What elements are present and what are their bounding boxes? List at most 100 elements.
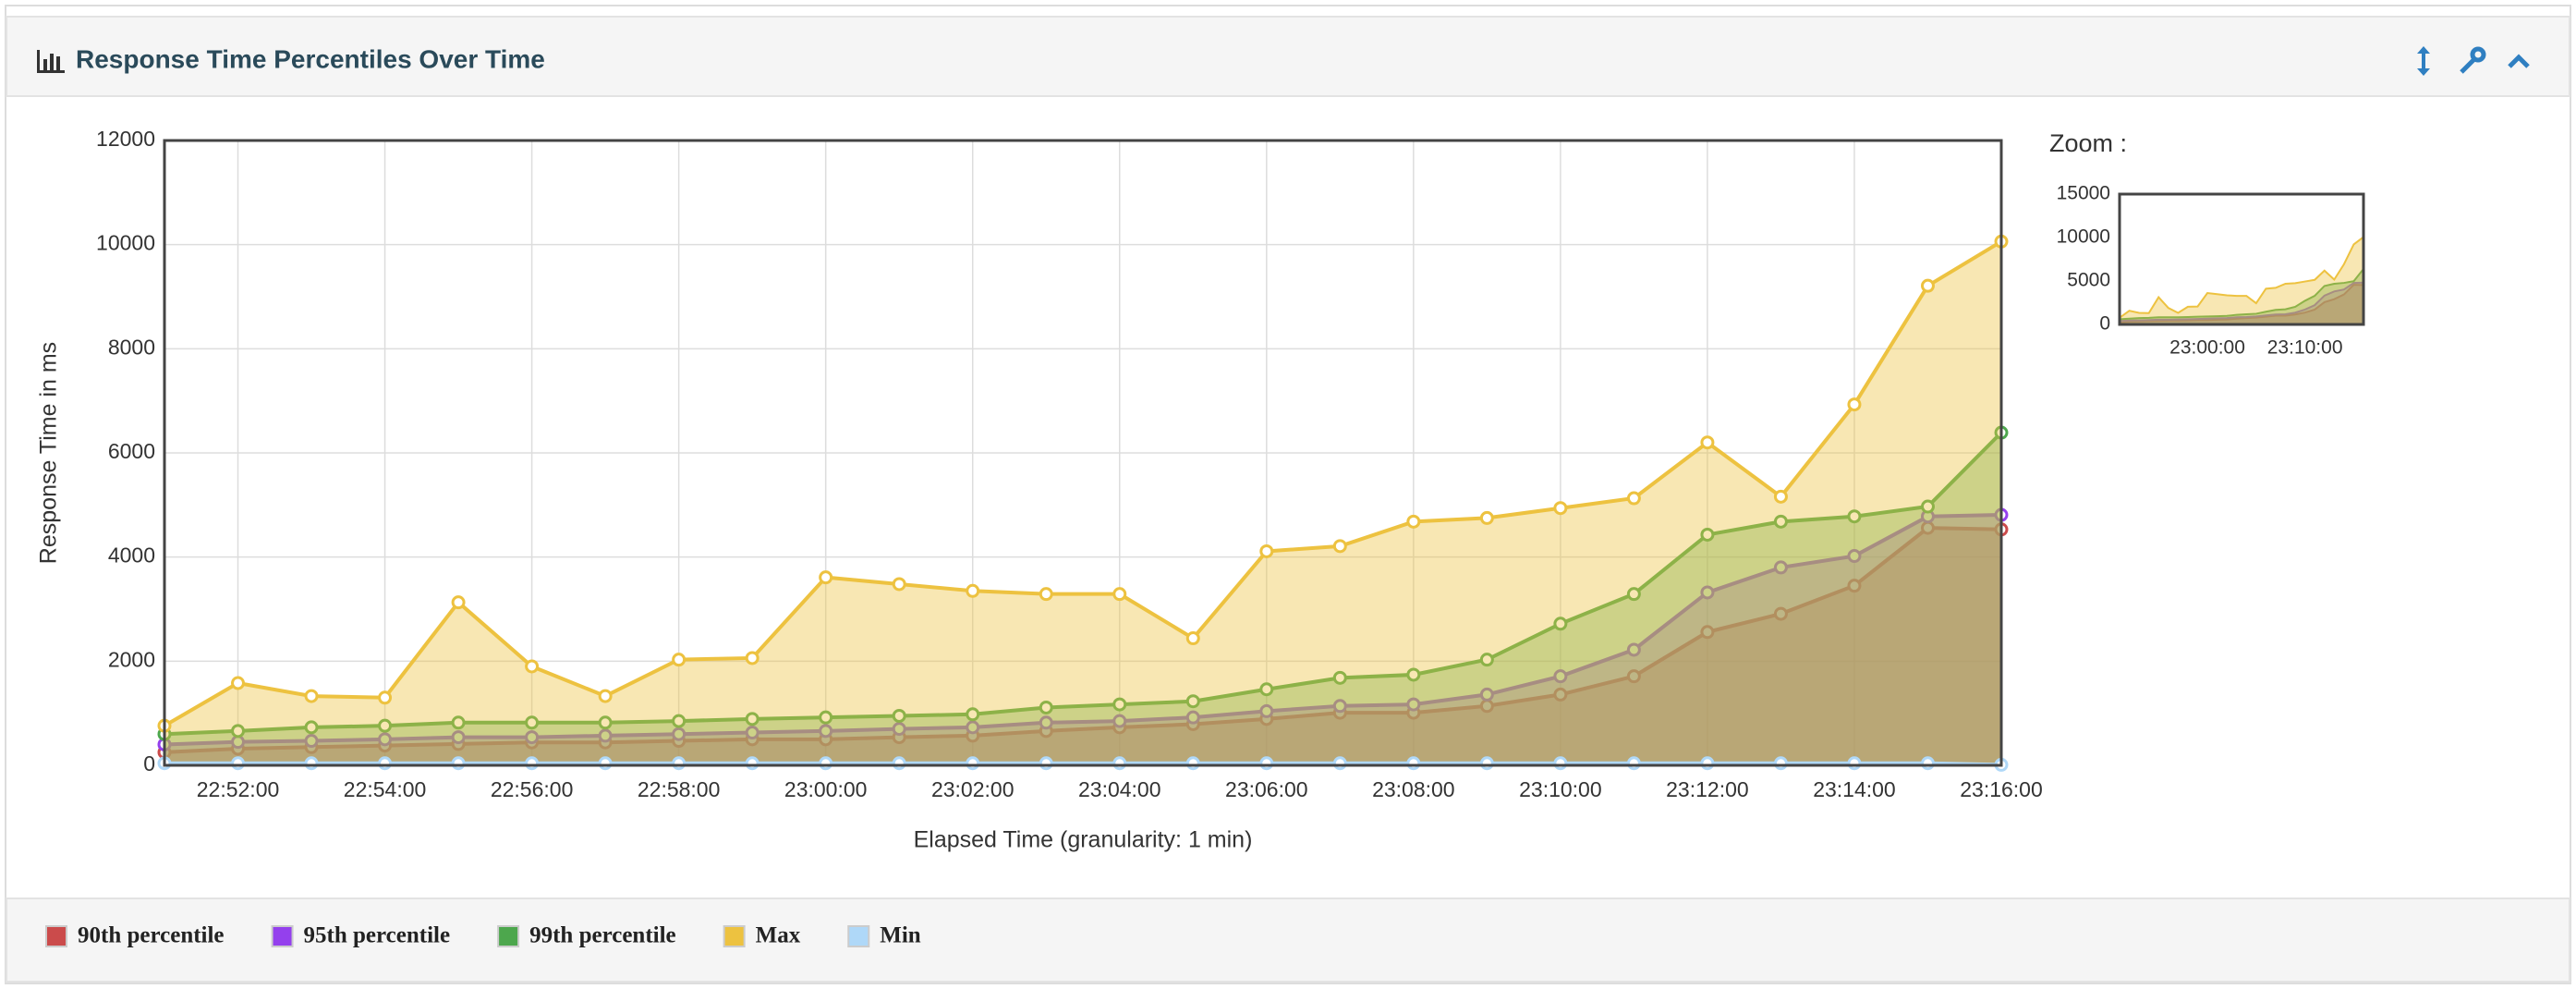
area-fill (164, 241, 2001, 766)
data-point (745, 712, 759, 726)
collapse-button[interactable] (2508, 54, 2530, 68)
data-point (1847, 756, 1862, 771)
x-tick-label: 23:06:00 (1225, 777, 1308, 801)
data-point (1773, 756, 1788, 771)
data-point (745, 726, 759, 740)
data-point (304, 720, 319, 735)
data-point (892, 708, 906, 723)
series-line (2119, 268, 2364, 321)
data-point (1259, 682, 1274, 697)
data-point (745, 651, 759, 665)
area-fill (164, 528, 2001, 765)
legend-label: Max (756, 923, 801, 948)
data-point (1553, 501, 1568, 516)
data-point (1039, 756, 1053, 771)
data-point (1773, 560, 1788, 575)
data-point (1626, 587, 1641, 602)
area-fill (2120, 237, 2363, 324)
y-tick-label: 4000 (108, 543, 155, 568)
plot-frame (2118, 192, 2365, 326)
data-point (1700, 625, 1715, 640)
x-tick-label: 23:04:00 (1078, 777, 1161, 801)
data-point (1773, 514, 1788, 529)
data-point (1259, 543, 1274, 558)
data-point (1185, 710, 1200, 725)
legend-label: 95th percentile (304, 923, 451, 948)
data-point (451, 595, 466, 610)
data-point (1406, 756, 1421, 771)
data-point (451, 756, 466, 771)
series-line (2119, 236, 2364, 319)
legend-band (6, 897, 2570, 983)
data-point (1920, 756, 1935, 771)
data-point (598, 756, 613, 771)
legend-label: Min (880, 923, 921, 948)
data-point (378, 732, 393, 747)
data-point (1847, 509, 1862, 524)
data-point (304, 734, 319, 749)
data-point (1112, 697, 1127, 712)
data-point (1039, 715, 1053, 730)
data-point (819, 710, 833, 725)
data-point (231, 676, 246, 690)
x-tick-label: 23:10:00 (2267, 337, 2343, 359)
settings-button[interactable] (2460, 46, 2486, 74)
data-point (1553, 669, 1568, 684)
chart-icon (37, 50, 65, 73)
data-point (378, 756, 393, 771)
series-line (164, 526, 2002, 754)
panel-frame (5, 5, 2571, 984)
resize-button[interactable] (2417, 46, 2430, 76)
x-tick-label: 23:08:00 (1372, 777, 1455, 801)
data-point (1406, 514, 1421, 529)
data-point (1847, 397, 1862, 412)
legend-swatch (847, 925, 870, 947)
x-axis-title: Elapsed Time (granularity: 1 min) (914, 827, 1253, 853)
data-point (745, 756, 759, 771)
data-point (525, 659, 540, 674)
data-point (1185, 631, 1200, 646)
data-point (1626, 756, 1641, 771)
data-point (1553, 617, 1568, 631)
x-tick-label: 23:12:00 (1666, 777, 1749, 801)
data-point (819, 570, 833, 585)
data-point (819, 724, 833, 739)
data-point (231, 756, 246, 771)
data-point (1259, 756, 1274, 771)
data-point (672, 756, 687, 771)
data-point (378, 690, 393, 705)
data-point (1920, 499, 1935, 514)
y-tick-label: 10000 (2057, 226, 2110, 248)
series-line (164, 431, 2003, 737)
data-point (1406, 697, 1421, 712)
data-point (1773, 489, 1788, 504)
data-point (1479, 687, 1494, 702)
series-line (163, 239, 2003, 727)
data-point (231, 724, 246, 739)
data-point (598, 728, 613, 743)
y-tick-label: 0 (143, 751, 155, 775)
data-point (1626, 491, 1641, 506)
data-point (672, 653, 687, 667)
legend-swatch (723, 925, 746, 947)
x-tick-label: 22:56:00 (491, 777, 574, 801)
x-tick-label: 23:16:00 (1960, 777, 2043, 801)
panel-header (6, 16, 2570, 97)
data-point (451, 730, 466, 745)
data-point (525, 730, 540, 745)
data-point (1259, 703, 1274, 718)
data-point (1626, 642, 1641, 657)
data-point (525, 756, 540, 771)
data-point (451, 715, 466, 730)
panel-title: Response Time Percentiles Over Time (76, 44, 545, 73)
y-tick-label: 12000 (96, 127, 155, 151)
data-point (1332, 756, 1347, 771)
data-point (1700, 585, 1715, 600)
y-tick-label: 0 (2099, 313, 2110, 335)
x-tick-label: 23:02:00 (931, 777, 1015, 801)
data-point (598, 715, 613, 730)
data-point (525, 715, 540, 730)
data-point (819, 756, 833, 771)
data-point (966, 707, 980, 722)
